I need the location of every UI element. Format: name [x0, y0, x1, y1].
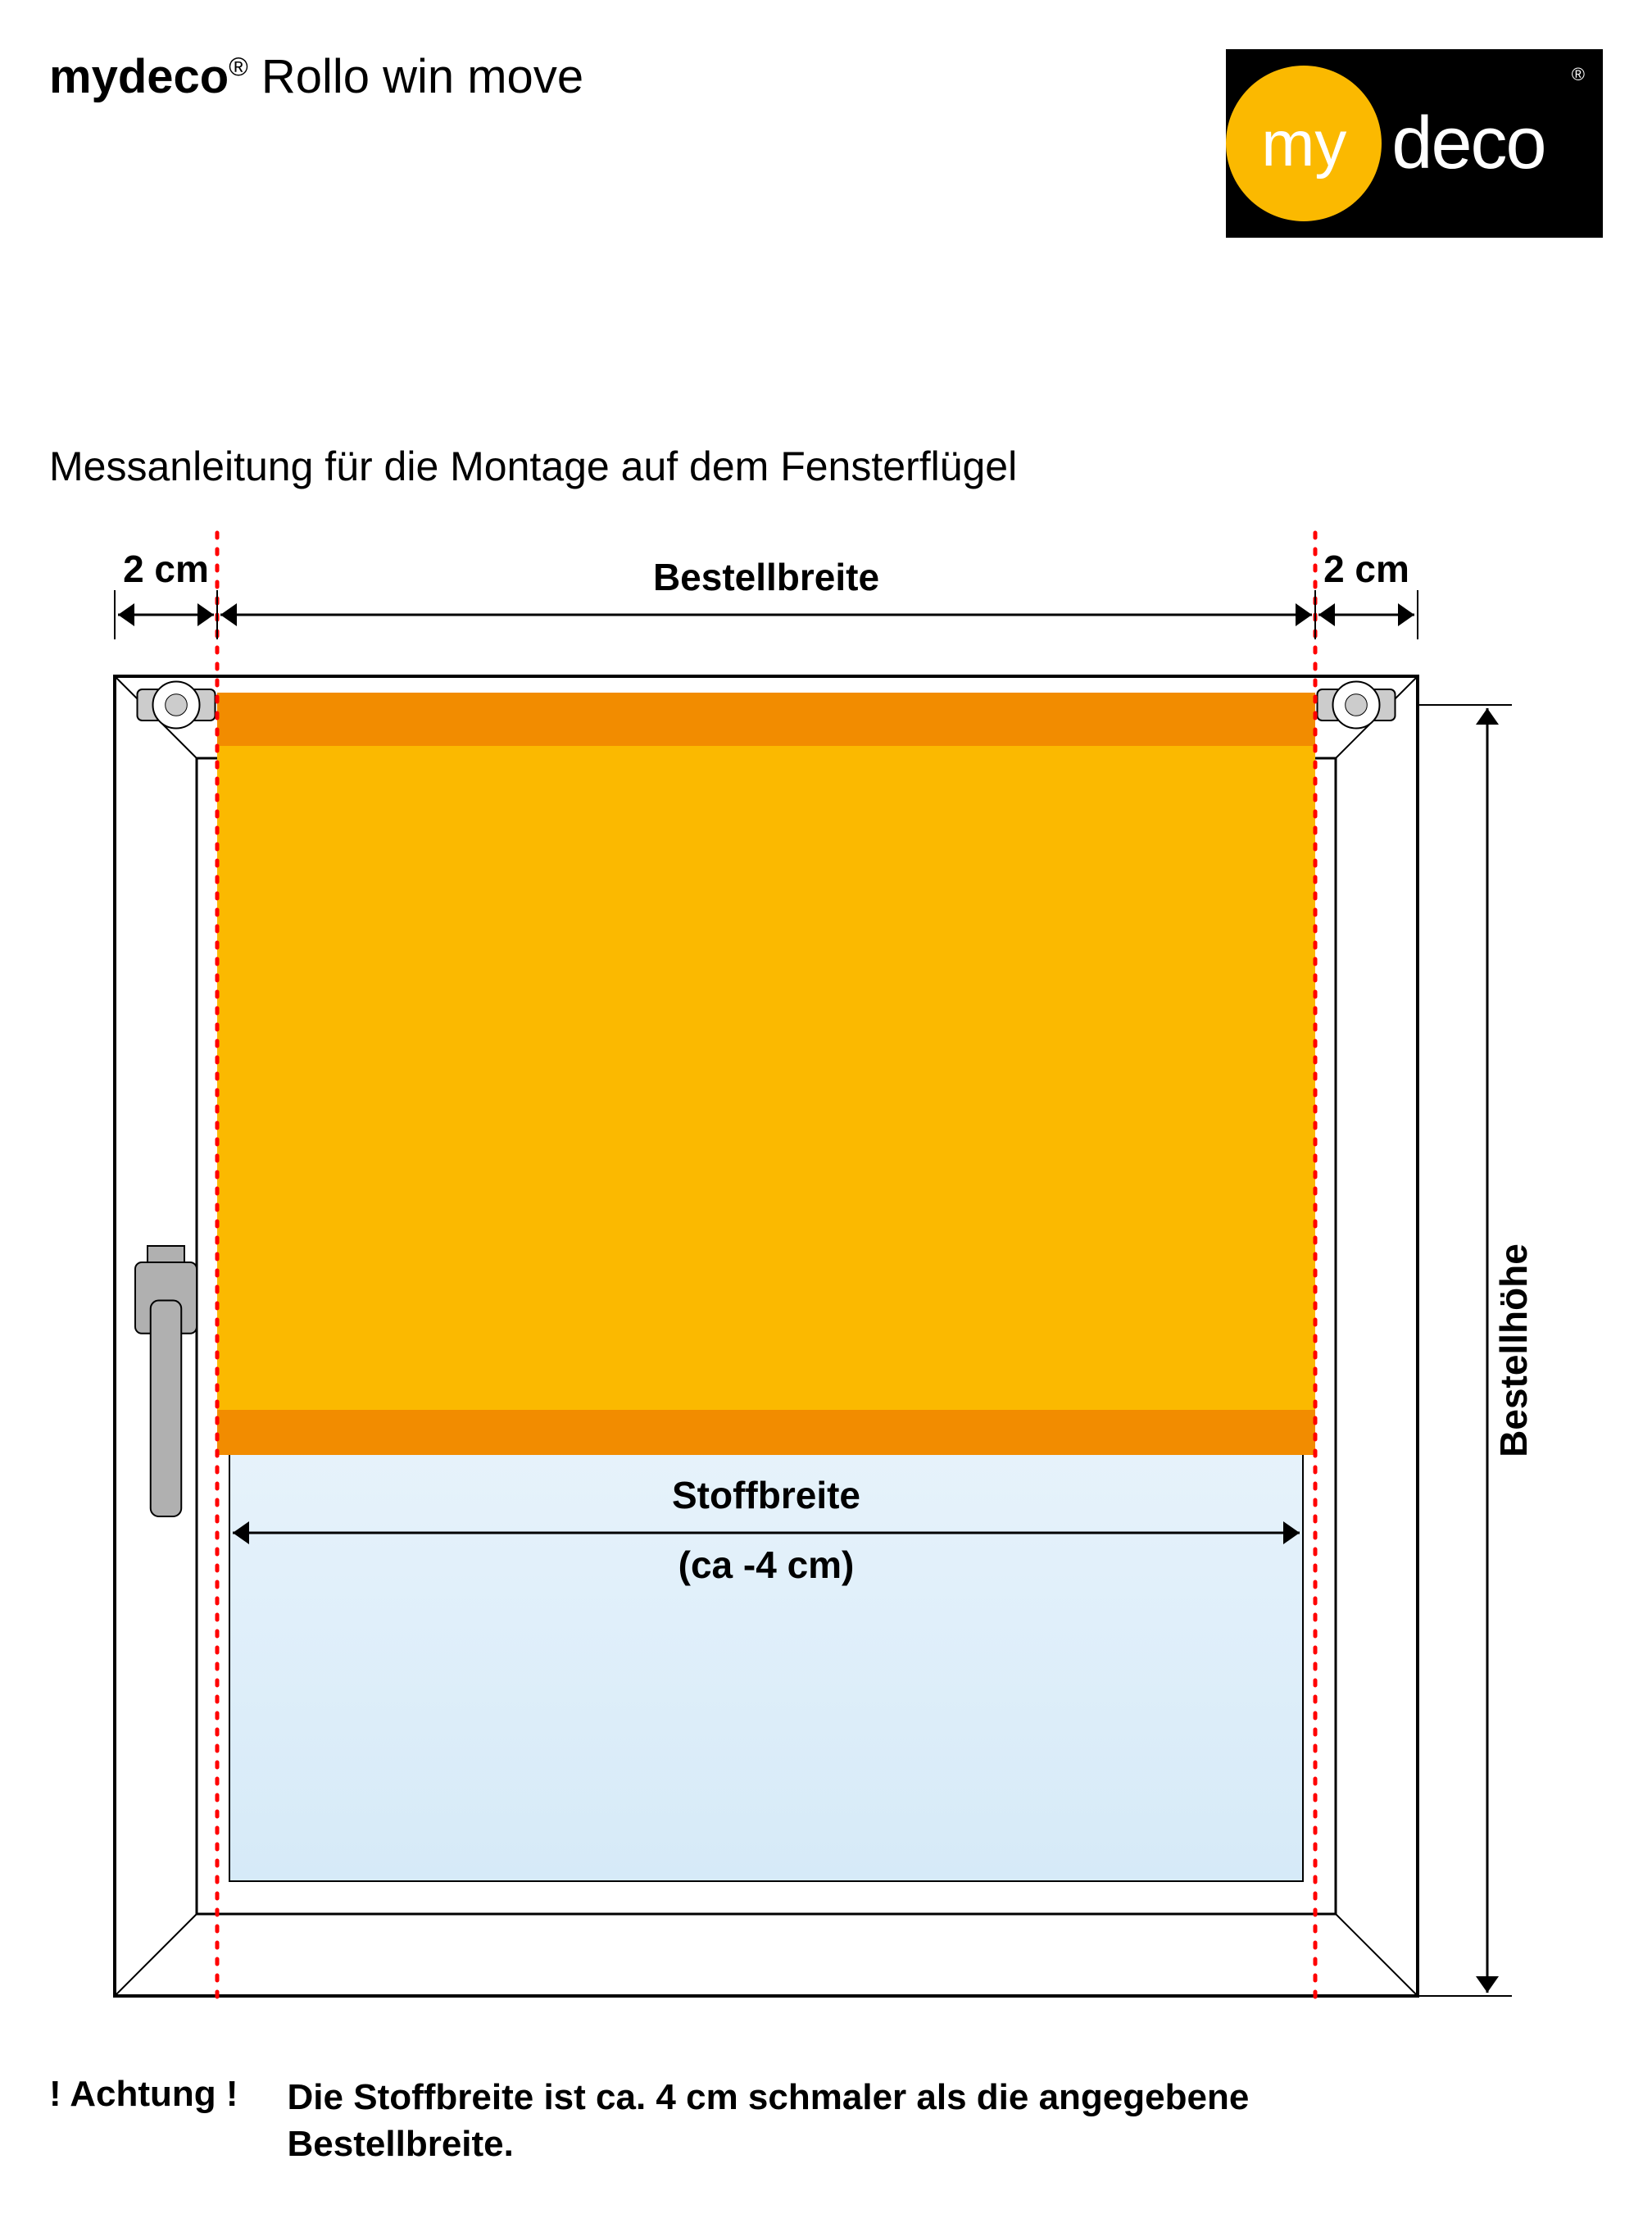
diagram-svg: 2 cm Bestellbreite 2 cm Stoffbreite (ca -4 c… [49, 525, 1606, 2016]
footer-note: ! Achtung ! Die Stoffbreite ist ca. 4 cm… [49, 2074, 1271, 2167]
product-name: Rollo win move [248, 50, 583, 103]
logo-text-my: my [1261, 107, 1346, 181]
page-title: mydeco® Rollo win move [49, 49, 583, 104]
brand-name: mydeco [49, 50, 229, 103]
logo-text-deco: deco [1391, 102, 1545, 186]
label-fabric-width-note: (ca -4 cm) [678, 1543, 855, 1586]
measurement-diagram: 2 cm Bestellbreite 2 cm Stoffbreite (ca -4 c… [49, 525, 1606, 2016]
label-fabric-width: Stoffbreite [672, 1474, 860, 1516]
label-margin-left: 2 cm [123, 548, 209, 590]
page-subtitle: Messanleitung für die Montage auf dem Fe… [49, 443, 1017, 490]
label-order-width: Bestellbreite [653, 556, 879, 598]
registered-mark: ® [229, 52, 248, 82]
warning-text: Die Stoffbreite ist ca. 4 cm schmaler al… [288, 2074, 1271, 2167]
label-margin-right: 2 cm [1323, 548, 1409, 590]
warning-label: ! Achtung ! [49, 2074, 238, 2115]
brand-logo: my deco ® [1226, 49, 1603, 238]
logo-circle: my [1226, 66, 1382, 221]
logo-registered: ® [1572, 64, 1585, 85]
label-order-height: Bestellhöhe [1492, 1243, 1535, 1457]
